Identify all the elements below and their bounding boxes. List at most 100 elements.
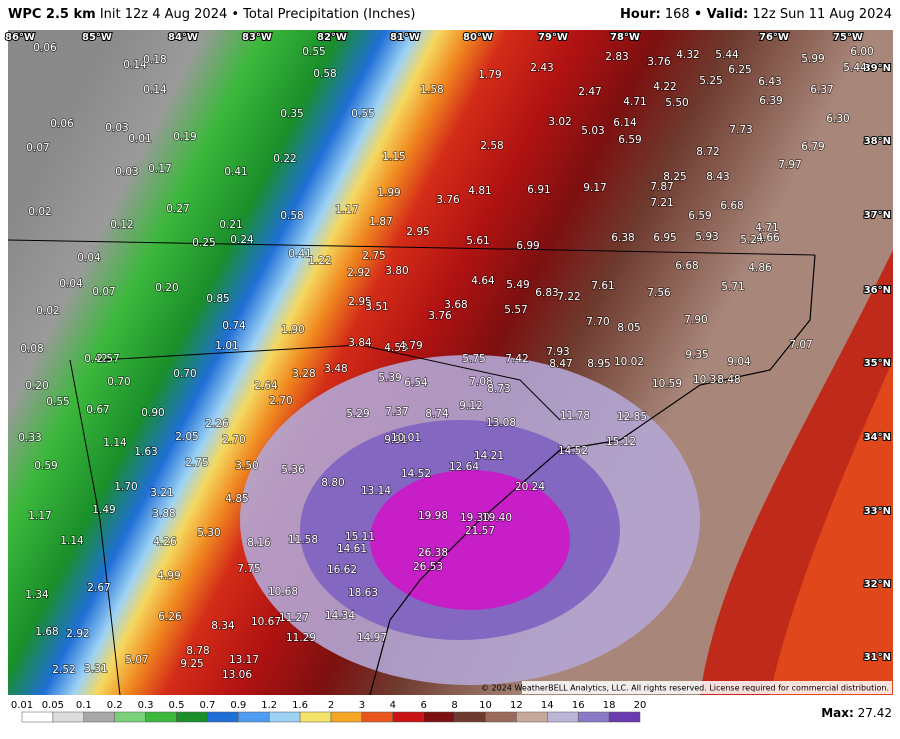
legend-swatch xyxy=(83,711,115,723)
precip-label: 0.02 xyxy=(36,305,59,317)
precip-label: 15.11 xyxy=(345,531,375,543)
precip-label: 0.67 xyxy=(86,404,109,416)
info: Init 12z 4 Aug 2024 • Total Precipitatio… xyxy=(100,7,416,22)
precip-label: 1.22 xyxy=(308,255,331,267)
precip-label: 4.22 xyxy=(653,81,676,93)
legend-swatch xyxy=(423,711,455,723)
precip-label: 9.91 xyxy=(384,434,407,446)
precip-label: 1.34 xyxy=(25,589,49,601)
precip-label: 2.47 xyxy=(578,86,601,98)
precip-label: 0.12 xyxy=(110,219,133,231)
precip-label: 5.39 xyxy=(378,372,401,384)
precip-label: 1.79 xyxy=(478,69,501,81)
legend-swatch xyxy=(330,711,363,723)
precip-label: 2.57 xyxy=(96,353,119,365)
precip-label: 6.54 xyxy=(404,377,428,389)
precip-label: 7.08 xyxy=(469,376,492,388)
precip-label: 13.14 xyxy=(361,485,391,497)
precip-label: 6.26 xyxy=(158,611,182,623)
precip-label: 6.99 xyxy=(516,240,539,252)
precip-label: 8.72 xyxy=(696,146,719,158)
precip-label: 7.61 xyxy=(591,280,614,292)
legend-label: 6 xyxy=(421,700,427,711)
precip-label: 0.41 xyxy=(224,166,247,178)
precip-label: 2.26 xyxy=(205,418,229,430)
legend-label: 0.5 xyxy=(169,700,185,711)
precip-label: 3.84 xyxy=(348,337,372,349)
precip-label: 6.95 xyxy=(653,232,676,244)
model: WPC 2.5 km xyxy=(8,7,96,22)
precip-label: 8.47 xyxy=(549,358,572,370)
precip-label: 5.61 xyxy=(466,235,489,247)
copyright: © 2024 WeatherBELL Analytics, LLC. All r… xyxy=(481,684,889,693)
legend-label: 0.2 xyxy=(107,700,123,711)
precip-label: 0.07 xyxy=(26,142,49,154)
precip-label: 19.40 xyxy=(482,512,512,524)
precip-label: 0.20 xyxy=(155,282,178,294)
precip-label: 15.12 xyxy=(606,436,636,448)
precip-label: 0.14 xyxy=(143,84,167,96)
precip-label: 5.44 xyxy=(843,62,867,74)
precip-label: 12.64 xyxy=(449,461,479,473)
longitude-label: 83°W xyxy=(242,32,272,43)
latitude-label: 38°N xyxy=(864,136,891,147)
precip-label: 0.03 xyxy=(115,166,138,178)
precip-label: 3.68 xyxy=(444,299,467,311)
legend-label: 0.1 xyxy=(76,700,92,711)
precip-label: 4.66 xyxy=(756,232,780,244)
precip-label: 4.32 xyxy=(676,49,699,61)
precip-label: 7.07 xyxy=(789,339,812,351)
legend-label: 0.7 xyxy=(199,700,215,711)
legend-label: 1.6 xyxy=(292,700,308,711)
precip-label: 1.17 xyxy=(335,204,358,216)
precip-label: 0.85 xyxy=(206,293,229,305)
precip-label: 11.58 xyxy=(288,534,318,546)
precip-label: 0.06 xyxy=(50,118,74,130)
precip-label: 6.79 xyxy=(801,141,824,153)
precip-label: 6.00 xyxy=(850,46,873,58)
precip-label: 6.68 xyxy=(675,260,698,272)
precip-label: 2.05 xyxy=(175,431,198,443)
longitude-label: 82°W xyxy=(317,32,347,43)
precip-label: 0.58 xyxy=(313,68,336,80)
legend-label: 16 xyxy=(572,700,585,711)
legend-label: 0.9 xyxy=(230,700,246,711)
longitude-label: 78°W xyxy=(610,32,640,43)
precip-label: 21.57 xyxy=(465,525,495,537)
longitude-label: 75°W xyxy=(833,32,863,43)
precip-label: 0.74 xyxy=(222,320,246,332)
valid-time: Hour: 168 • Valid: 12z Sun 11 Aug 2024 xyxy=(620,7,892,22)
legend-label: 3 xyxy=(359,700,365,711)
precip-label: 7.42 xyxy=(505,353,528,365)
precip-label: 6.37 xyxy=(810,84,833,96)
precip-label: 1.14 xyxy=(103,437,127,449)
precip-label: 0.25 xyxy=(192,237,215,249)
copyright-box xyxy=(522,681,892,694)
precip-label: 0.70 xyxy=(107,376,130,388)
precip-label: 9.12 xyxy=(459,400,482,412)
precip-label: 0.35 xyxy=(280,108,303,120)
precip-label: 6.25 xyxy=(728,64,751,76)
precip-label: 4.53 xyxy=(384,342,407,354)
precip-label: 5.36 xyxy=(281,464,305,476)
precip-label: 8.48 xyxy=(717,374,740,386)
precip-label: 8.25 xyxy=(663,171,686,183)
precip-label: 5.93 xyxy=(695,231,718,243)
legend-swatch xyxy=(21,711,54,723)
precip-label: 0.42 xyxy=(84,353,107,365)
precip-label: 14.61 xyxy=(337,543,367,555)
precip-label: 1.99 xyxy=(377,187,400,199)
precip-label: 0.55 xyxy=(302,46,325,58)
precip-label: 2.43 xyxy=(530,62,553,74)
max: Max: 27.42 xyxy=(821,706,892,720)
precip-label: 0.17 xyxy=(148,163,171,175)
precip-label: 3.48 xyxy=(324,363,347,375)
ocean-precip xyxy=(770,360,893,695)
precip-label: 5.57 xyxy=(504,304,527,316)
precip-label: 5.30 xyxy=(197,527,220,539)
precip-label: 4.71 xyxy=(623,96,646,108)
state-border xyxy=(69,344,561,696)
precip-label: 11.78 xyxy=(560,410,590,422)
precip-label: 0.22 xyxy=(273,153,296,165)
